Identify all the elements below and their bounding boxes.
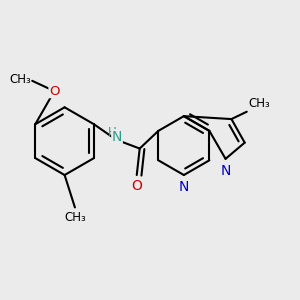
- Text: N: N: [220, 164, 231, 178]
- Text: CH₃: CH₃: [9, 73, 31, 86]
- Text: CH₃: CH₃: [248, 97, 270, 110]
- Text: CH₃: CH₃: [64, 211, 86, 224]
- Text: N: N: [179, 180, 189, 194]
- Text: O: O: [131, 178, 142, 193]
- Text: N: N: [112, 130, 122, 144]
- Text: H: H: [108, 126, 117, 139]
- Text: O: O: [49, 85, 60, 98]
